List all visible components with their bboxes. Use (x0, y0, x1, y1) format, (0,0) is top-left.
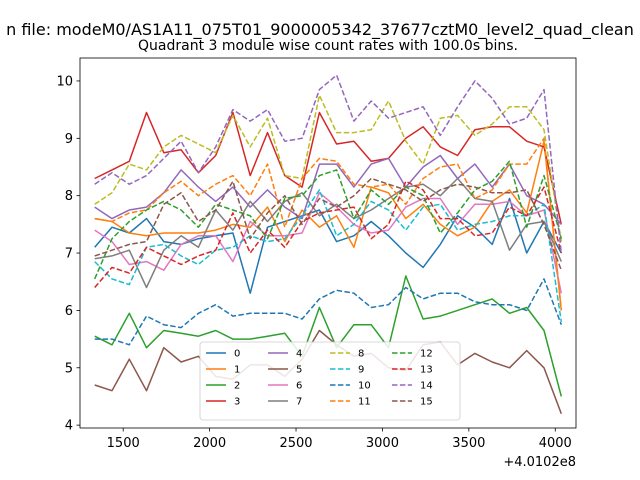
legend-label-13: 13 (420, 365, 433, 376)
series-line-15 (94, 177, 563, 271)
series-line-11 (94, 137, 563, 311)
legend-label-14: 14 (420, 381, 433, 392)
x-axis: 1500 2000 2500 3000 3500 4000 (107, 428, 572, 451)
x-tick-label: 2500 (279, 436, 312, 451)
series-line-14 (94, 74, 563, 254)
y-tick-label: 7 (65, 247, 73, 262)
series-line-7 (94, 177, 562, 289)
legend-label-6: 6 (296, 381, 302, 392)
legend-label-3: 3 (234, 397, 240, 408)
series-line-13 (94, 180, 563, 288)
legend-label-10: 10 (358, 381, 371, 392)
series-line-4 (94, 154, 562, 225)
figure-suptitle: n file: modeM0/AS1A11_075T01_9000005342_… (6, 20, 634, 40)
y-tick-label: 6 (65, 304, 73, 319)
x-offset-label: +4.0102e8 (503, 455, 576, 470)
y-tick-label: 5 (65, 361, 73, 376)
legend-label-8: 8 (358, 349, 364, 360)
legend-label-9: 9 (358, 365, 364, 376)
legend-label-0: 0 (234, 349, 240, 360)
legend-label-7: 7 (296, 397, 302, 408)
y-axis: 4 5 6 7 8 9 10 (56, 74, 80, 434)
x-tick-label: 2000 (193, 436, 226, 451)
y-tick-label: 8 (65, 189, 73, 204)
legend-label-4: 4 (296, 349, 302, 360)
x-tick-label: 3000 (366, 436, 399, 451)
legend-label-2: 2 (234, 381, 240, 392)
series-line-3 (94, 111, 563, 225)
series-layer (94, 74, 563, 414)
y-tick-label: 10 (56, 74, 73, 89)
series-line-12 (94, 160, 563, 280)
series-line-6 (94, 192, 563, 294)
chart-title: Quadrant 3 module wise count rates with … (138, 38, 518, 54)
series-line-9 (94, 189, 563, 323)
series-line-8 (94, 94, 563, 242)
x-tick-label: 4000 (539, 436, 572, 451)
legend-label-15: 15 (420, 397, 433, 408)
series-line-5 (94, 329, 563, 414)
y-tick-label: 4 (65, 419, 73, 434)
x-tick-label: 3500 (452, 436, 485, 451)
series-line-1 (94, 140, 563, 311)
legend-label-1: 1 (234, 365, 240, 376)
legend-label-12: 12 (420, 349, 433, 360)
axes-frame (79, 57, 577, 429)
series-line-10 (94, 278, 563, 346)
y-tick-label: 9 (65, 132, 73, 147)
series-line-2 (94, 275, 563, 397)
legend-label-11: 11 (358, 397, 371, 408)
legend-label-5: 5 (296, 365, 302, 376)
x-tick-label: 1500 (107, 436, 140, 451)
